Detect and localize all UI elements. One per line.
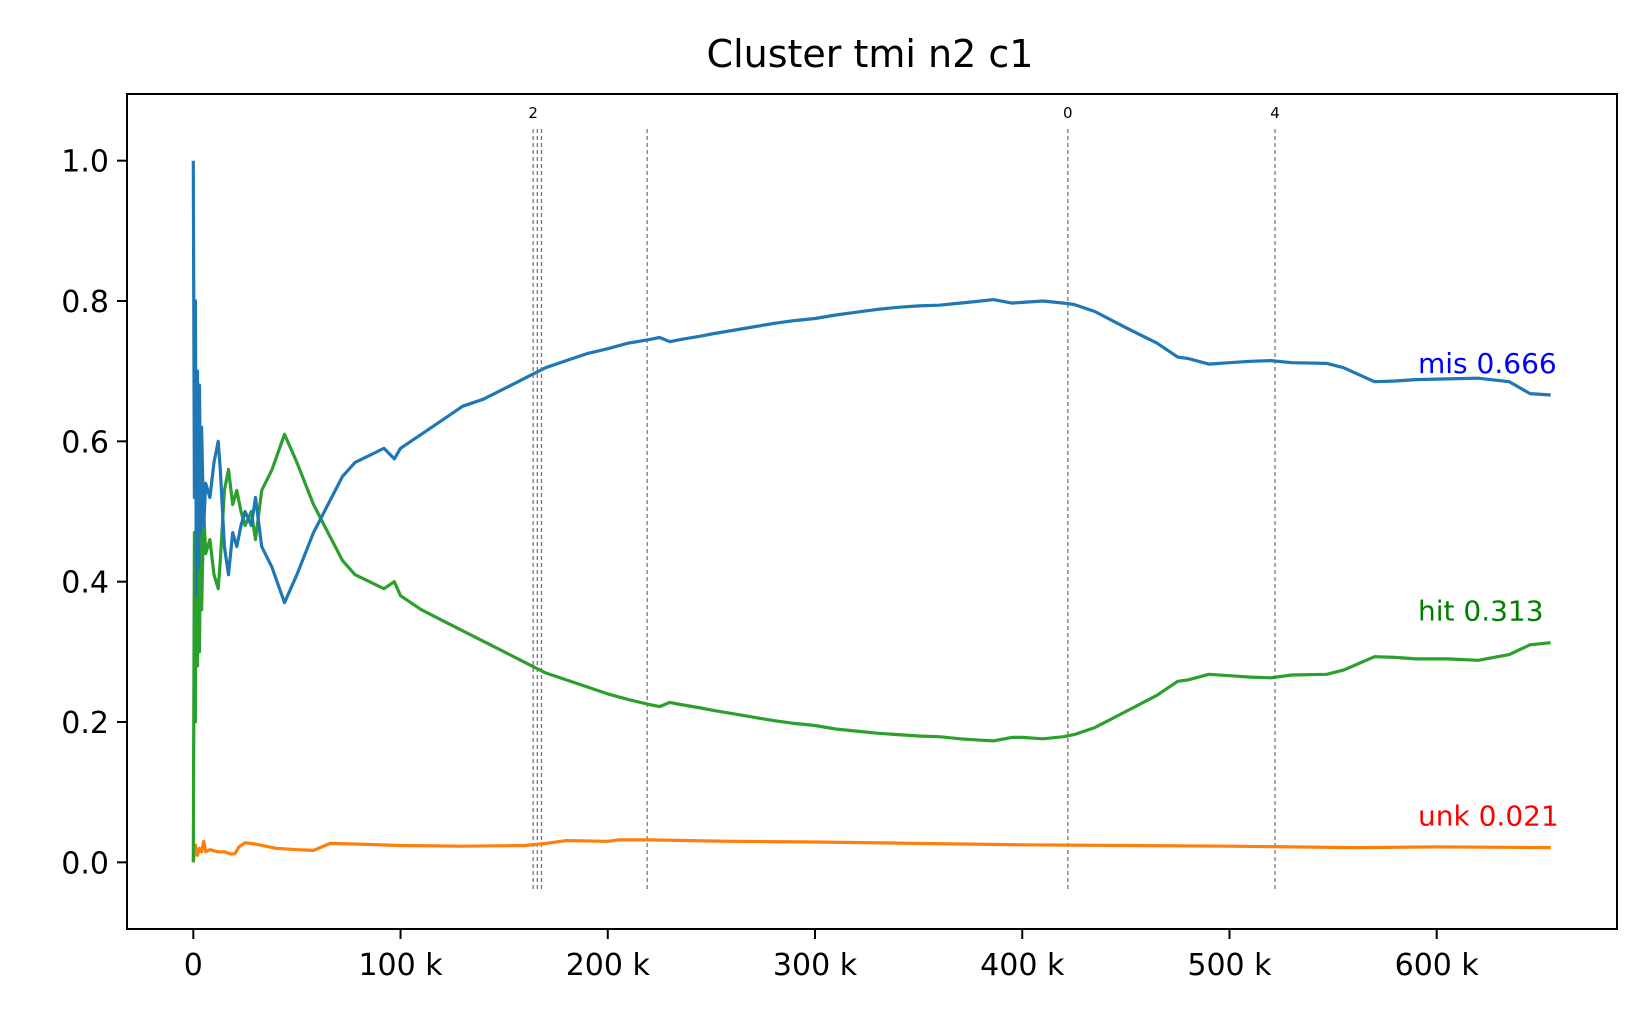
series-end-labels: mis 0.666 hit 0.313 unk 0.021 xyxy=(1418,347,1559,833)
end-label-mis: mis 0.666 xyxy=(1418,347,1557,380)
x-tick-label: 100 k xyxy=(358,948,443,983)
x-tick-label: 200 k xyxy=(566,948,651,983)
chart-title: Cluster tmi n2 c1 xyxy=(707,32,1034,76)
y-tick-label: 0.0 xyxy=(61,846,109,881)
series-line-hit xyxy=(191,432,1551,863)
x-tick-label: 600 k xyxy=(1395,948,1480,983)
y-tick-label: 0.4 xyxy=(61,566,109,601)
series-line-unk xyxy=(191,838,1551,863)
plot-frame xyxy=(126,93,1618,930)
vertical-marker-label: 2 xyxy=(528,104,538,122)
series-line-mis xyxy=(191,160,1551,605)
x-tick-label: 500 k xyxy=(1187,948,1272,983)
y-tick-label: 0.2 xyxy=(61,706,109,741)
end-label-hit: hit 0.313 xyxy=(1418,595,1544,628)
y-axis: 0.0 0.2 0.4 0.6 0.8 1.0 xyxy=(61,145,127,881)
y-tick-label: 0.6 xyxy=(61,425,109,460)
series-group xyxy=(191,160,1551,863)
x-tick-label: 0 xyxy=(184,948,203,983)
x-axis: 0 100 k 200 k 300 k 400 k 500 k 600 k xyxy=(184,929,1480,983)
y-tick-label: 1.0 xyxy=(61,145,109,180)
x-tick-label: 400 k xyxy=(980,948,1065,983)
vertical-marker-label: 4 xyxy=(1270,104,1280,122)
vertical-marker-label: 0 xyxy=(1063,104,1073,122)
x-tick-label: 300 k xyxy=(773,948,858,983)
end-label-unk: unk 0.021 xyxy=(1418,800,1559,833)
y-tick-label: 0.8 xyxy=(61,285,109,320)
vertical-markers: 2 0 4 xyxy=(528,104,1280,890)
